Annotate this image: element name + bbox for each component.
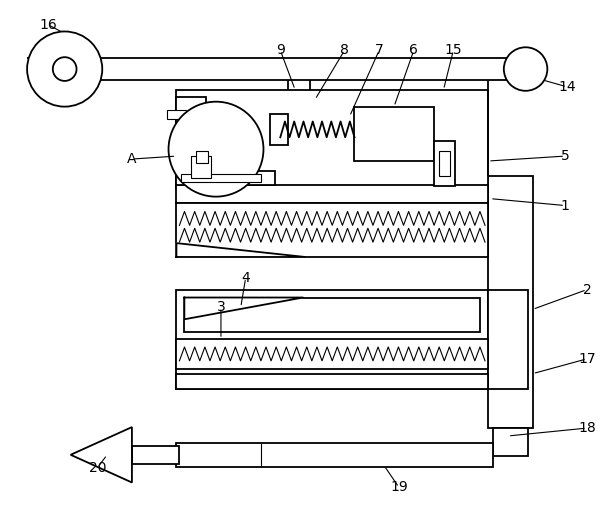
Bar [433,142,456,186]
Text: 16: 16 [39,17,56,32]
Bar [176,171,275,185]
Bar [354,106,433,161]
Text: 20: 20 [88,461,106,475]
Text: 2: 2 [583,282,591,297]
Text: 4: 4 [241,271,250,285]
Text: 6: 6 [410,43,418,57]
Bar [493,428,527,456]
Circle shape [27,32,103,106]
Bar [176,339,488,369]
Bar [176,90,488,189]
Text: 18: 18 [578,421,596,435]
Text: 8: 8 [340,43,349,57]
Text: A: A [127,152,137,166]
Circle shape [504,47,547,91]
Polygon shape [71,427,132,483]
Text: 1: 1 [561,199,570,213]
Bar [438,151,451,176]
Bar [176,97,206,166]
Text: 15: 15 [445,43,462,57]
Bar [176,443,493,467]
Bar [166,109,186,120]
Bar [192,156,211,178]
Circle shape [53,57,77,81]
Bar [488,290,527,388]
Text: 7: 7 [375,43,384,57]
Polygon shape [184,298,303,319]
Bar [181,174,260,182]
Circle shape [168,102,263,196]
Text: 3: 3 [217,300,225,315]
Bar [176,185,488,203]
Bar [176,374,488,388]
Bar [176,203,488,257]
Text: 5: 5 [561,149,570,163]
Text: 9: 9 [276,43,285,57]
Bar [488,176,532,428]
Bar [176,290,488,388]
Text: 17: 17 [578,352,596,366]
Bar [132,446,179,464]
Bar [184,298,480,332]
Polygon shape [176,243,305,257]
Text: 14: 14 [558,80,576,94]
Bar [61,58,537,80]
Text: 19: 19 [390,480,408,494]
Bar [196,151,208,163]
Bar [270,114,288,145]
